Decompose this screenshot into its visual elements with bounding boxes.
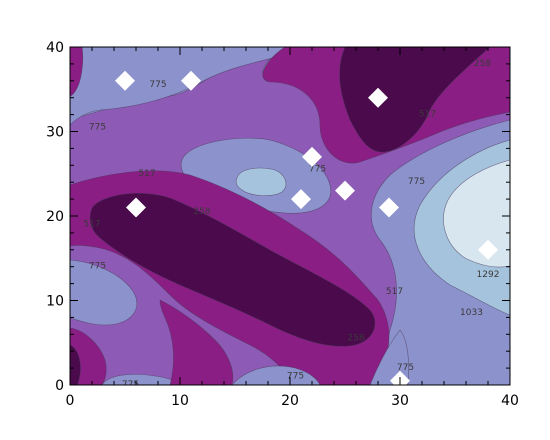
data-point-marker <box>181 70 201 91</box>
data-point-marker <box>126 197 146 218</box>
contour-label: 258 <box>193 207 210 217</box>
data-point-marker <box>302 146 322 167</box>
contour-label: 258 <box>474 59 491 69</box>
contour-label: 258 <box>347 334 364 344</box>
data-point-marker <box>379 197 399 218</box>
data-point-marker <box>115 70 135 91</box>
fill-level-775-1033-left <box>70 259 137 326</box>
fill-level-1033-1292-middle-island <box>235 167 287 196</box>
data-point-marker <box>478 239 498 260</box>
x-tick-label: 0 <box>66 393 75 409</box>
contour-label: 775 <box>122 380 139 390</box>
contour-labels: 775 775 517 517 258 775 775 517 258 775 517 258 1033… <box>83 59 500 390</box>
contour-fills <box>70 47 510 385</box>
contour-label: 775 <box>397 363 414 373</box>
data-points <box>115 70 498 385</box>
plot-area: 775 775 517 517 258 775 775 517 258 775 517 258 1033… <box>70 47 510 390</box>
y-tick-label: 0 <box>55 378 64 394</box>
fill-level-lt-258-middle-band <box>89 192 376 347</box>
contour-label: 775 <box>408 177 425 187</box>
contour-label: 775 <box>149 80 166 90</box>
data-point-marker <box>335 180 355 201</box>
y-tick-label: 30 <box>46 125 64 141</box>
contour-label: 1292 <box>477 270 500 280</box>
contour-label: 517 <box>386 287 403 297</box>
y-tick-label: 40 <box>46 40 64 56</box>
x-tick-label: 40 <box>501 393 519 409</box>
fill-level-775-1033-top-left <box>70 47 301 126</box>
fill-level-lt-258-top-right <box>339 47 491 153</box>
y-tick-label: 20 <box>46 209 64 225</box>
contour-label: 775 <box>287 372 304 382</box>
x-tick-label: 30 <box>391 393 409 409</box>
fill-level-gt-1292-right <box>443 159 510 268</box>
y-tick-label: 10 <box>46 294 64 310</box>
x-tick-label: 20 <box>281 393 299 409</box>
contour-label: 517 <box>138 169 155 179</box>
fill-level-258-517-top-left-corner <box>70 47 84 97</box>
axis-tick-labels: 0 10 20 30 40 0 10 20 30 40 <box>46 40 519 409</box>
fill-level-775-1033-bottom-right <box>369 329 410 385</box>
contour-label: 517 <box>83 220 100 230</box>
contour-label: 775 <box>89 122 106 132</box>
contour-label: 775 <box>89 262 106 272</box>
contour-label: 775 <box>309 165 326 175</box>
contour-label: 1033 <box>460 308 483 318</box>
data-point-marker <box>291 189 311 210</box>
x-tick-label: 10 <box>171 393 189 409</box>
data-point-marker <box>368 87 388 108</box>
fill-level-775-1033-bottom-middle <box>231 365 321 385</box>
fill-level-lt-258-bottom-left <box>70 344 81 385</box>
contour-label: 517 <box>419 110 436 120</box>
axis-ticks <box>69 46 511 386</box>
fill-level-258-517-bottom-middle <box>159 299 234 385</box>
